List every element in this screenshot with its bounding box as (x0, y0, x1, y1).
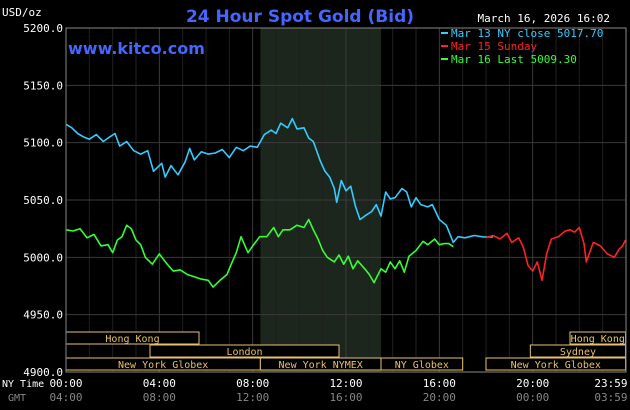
x-tick-label-ny: 00:00 (49, 377, 82, 390)
x-tick-label-gmt: 03:59 (594, 391, 627, 404)
x-tick-label-ny: 23:59 (594, 377, 627, 390)
series-line (65, 117, 493, 244)
x-tick-label-gmt: 12:00 (236, 391, 269, 404)
y-axis: 5200.0 5150.0 5100.0 5050.0 5000.0 4950.0 4900… (23, 22, 63, 379)
plot-border (65, 27, 627, 373)
session-label: New York Globex (511, 360, 601, 371)
y-tick-label: 5200.0 (23, 22, 63, 35)
x-tick-label-gmt: 00:00 (516, 391, 549, 404)
legend-entry: Mar 16 Last 5009.30 (451, 53, 577, 66)
gmt-row-label: GMT (8, 393, 26, 404)
y-tick-label: 4950.0 (23, 309, 63, 322)
session-bar (380, 357, 464, 371)
x-tick-label-ny: 12:00 (329, 377, 362, 390)
x-axis: 00:0004:0004:0008:0008:0012:0012:0016:00… (49, 377, 627, 404)
x-tick-label-gmt: 16:00 (329, 391, 362, 404)
chart-timestamp: March 16, 2026 16:02 (478, 12, 610, 25)
session-label: Hong Kong (571, 334, 625, 345)
session-label: Hong Kong (105, 334, 159, 345)
legend-entry: Mar 13 NY close 5017.70 (451, 27, 603, 40)
chart-title: 24 Hour Spot Gold (Bid) (186, 7, 414, 27)
x-tick-label-ny: 16:00 (423, 377, 456, 390)
x-tick-label-ny: 08:00 (236, 377, 269, 390)
session-label: New York Globex (118, 360, 208, 371)
x-tick-label-ny: 04:00 (143, 377, 176, 390)
session-label: New York NYMEX (279, 360, 363, 371)
y-tick-label: 4900.0 (23, 366, 63, 379)
session-label: NY Globex (395, 360, 449, 371)
x-tick-label-gmt: 04:00 (49, 391, 82, 404)
watermark-url: www.kitco.com (68, 39, 205, 58)
x-tick-label-ny: 20:00 (516, 377, 549, 390)
y-tick-label: 5050.0 (23, 194, 63, 207)
series-line (65, 218, 454, 288)
session-label: London (226, 347, 262, 358)
ny-time-row-label: NY Time (2, 379, 44, 390)
session-label: Sydney (560, 347, 596, 358)
grid-lines (66, 28, 626, 372)
y-tick-label: 5150.0 (23, 79, 63, 92)
y-tick-label: 5100.0 (23, 137, 63, 150)
session-bar (149, 344, 340, 358)
y-unit-label: USD/oz (2, 6, 42, 19)
y-tick-label: 5000.0 (23, 251, 63, 264)
x-tick-label-gmt: 08:00 (143, 391, 176, 404)
legend-entry: Mar 15 Sunday (451, 40, 537, 53)
series-line (485, 226, 627, 282)
x-tick-label-gmt: 20:00 (423, 391, 456, 404)
price-series (65, 117, 627, 288)
